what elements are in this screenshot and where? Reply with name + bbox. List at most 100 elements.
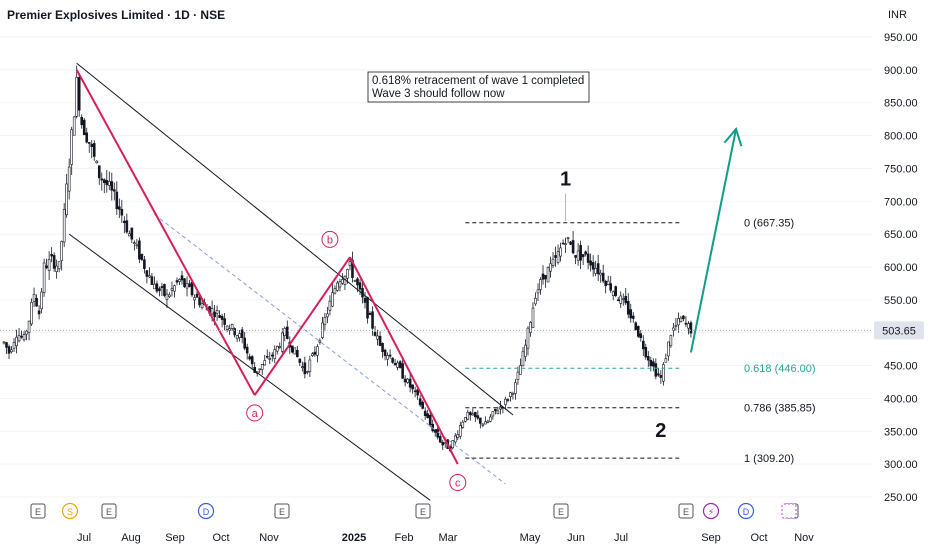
earnings-marker-box <box>678 503 694 519</box>
candle-body <box>356 278 359 286</box>
candle-body <box>107 181 111 186</box>
candle-body <box>313 351 317 355</box>
candle-body <box>268 358 272 360</box>
candle-body <box>386 355 389 360</box>
candle-body <box>85 132 89 143</box>
candle-body <box>476 415 480 419</box>
candle-body <box>128 233 131 237</box>
candle-body <box>37 310 41 315</box>
candle-body <box>90 143 94 147</box>
earnings-marker-box <box>30 503 46 519</box>
candle-body <box>328 300 332 311</box>
candle-body <box>70 129 73 165</box>
candle-body <box>280 332 284 352</box>
candle-body <box>230 324 234 329</box>
earnings-marker-box <box>553 503 569 519</box>
candle-body <box>647 356 650 361</box>
candle-body <box>210 308 214 315</box>
candle-body <box>115 191 119 210</box>
future-earnings-marker <box>781 503 797 519</box>
y-tick-label: 950.00 <box>884 32 918 44</box>
candle-body <box>338 281 342 288</box>
candle-body <box>275 345 279 352</box>
event-marker-label: E <box>106 507 112 517</box>
candle-body <box>418 398 422 406</box>
candle-body <box>341 279 344 284</box>
candle-body <box>75 76 79 117</box>
event-marker: E <box>415 503 431 519</box>
candle-body <box>248 356 251 360</box>
x-tick-label: 2025 <box>342 532 366 544</box>
candle-body <box>358 282 362 290</box>
candle-body <box>270 354 274 357</box>
event-marker-label: D <box>203 507 210 517</box>
candle-body <box>441 441 445 446</box>
candle-body <box>401 363 404 379</box>
wave-label-circle <box>449 474 467 492</box>
x-tick-label: Sep <box>165 532 185 544</box>
y-tick-label: 750.00 <box>884 163 918 175</box>
candle-body <box>544 274 547 280</box>
y-tick-label: 650.00 <box>884 229 918 241</box>
candle-body <box>426 413 429 419</box>
candle-body <box>581 254 585 258</box>
y-tick-label: 250.00 <box>884 492 918 504</box>
y-tick-label: 350.00 <box>884 426 918 438</box>
candle-body <box>77 77 81 111</box>
candle-body <box>571 240 575 254</box>
y-tick-label: 850.00 <box>884 98 918 110</box>
candle-body <box>42 262 46 293</box>
y-tick-label: 800.00 <box>884 131 918 143</box>
candle-body <box>677 318 680 326</box>
candle-body <box>170 288 174 291</box>
candle-body <box>25 330 28 335</box>
candle-body <box>667 341 670 357</box>
candle-body <box>308 359 312 372</box>
candle-body <box>388 354 392 357</box>
wave-label: 2 <box>655 420 666 442</box>
candle-body <box>631 315 635 319</box>
x-tick-label: Feb <box>395 532 414 544</box>
candle-body <box>396 362 399 368</box>
candle-body <box>30 302 33 325</box>
candles-group <box>2 65 693 453</box>
projection-arrow <box>689 128 738 353</box>
candle-body <box>55 265 58 272</box>
candle-body <box>616 299 620 302</box>
candle-body <box>185 282 189 289</box>
candle-body <box>654 363 658 377</box>
candle-body <box>175 280 179 283</box>
candle-body <box>381 343 384 352</box>
candle-body <box>160 286 164 288</box>
event-marker-label: S <box>67 507 73 517</box>
candle-body <box>657 373 660 376</box>
candle-body <box>45 265 48 269</box>
candle-body <box>80 116 84 126</box>
candle-body <box>514 382 517 394</box>
candle-body <box>504 398 507 405</box>
candle-body <box>250 356 254 365</box>
candle-body <box>546 267 550 283</box>
fib-level-label: 0.786 (385.85) <box>744 403 816 415</box>
candle-body <box>306 371 309 373</box>
candle-body <box>293 347 297 355</box>
candle-body <box>278 346 282 348</box>
candle-body <box>346 269 349 279</box>
candle-body <box>180 275 184 281</box>
candle-body <box>611 291 615 296</box>
candle-body <box>484 421 487 425</box>
candle-body <box>619 295 623 304</box>
candle-body <box>291 345 294 353</box>
channel-midline <box>154 214 506 485</box>
candle-body <box>672 327 675 331</box>
event-marker: D <box>737 502 755 520</box>
candle-body <box>687 323 690 329</box>
candle-body <box>438 436 442 443</box>
event-marker-label: E <box>420 507 426 517</box>
candle-body <box>506 399 510 401</box>
candle-body <box>561 242 565 245</box>
candle-body <box>664 358 668 363</box>
candle-body <box>569 241 572 245</box>
